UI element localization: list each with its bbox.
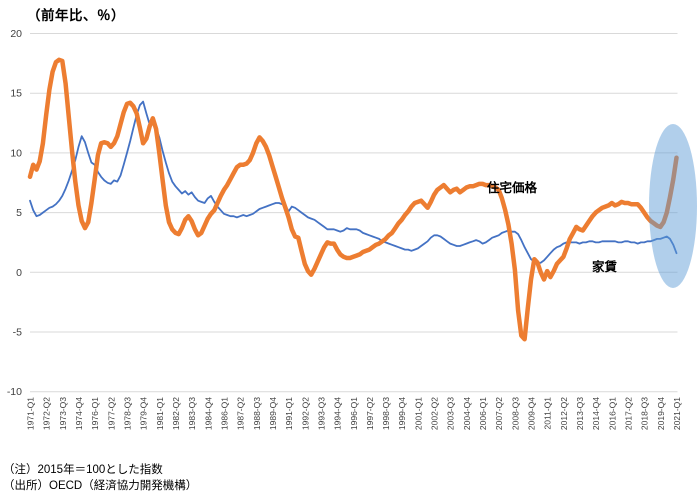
- x-tick-label: 2009-Q4: [527, 397, 537, 430]
- footnote-note: （注）2015年＝100とした指数: [3, 464, 163, 476]
- x-tick-label: 2003-Q3: [446, 397, 456, 430]
- x-tick-label: 1989-Q4: [268, 397, 278, 430]
- house-price-line: [27, 57, 679, 342]
- x-tick-label: 2011-Q1: [543, 397, 553, 430]
- y-tick-label: 15: [10, 88, 22, 100]
- y-tick-label: 0: [16, 267, 22, 279]
- x-tick-label: 2018-Q3: [640, 397, 650, 430]
- x-tick-label: 1994-Q4: [333, 397, 343, 430]
- x-tick-label: 1974-Q4: [74, 397, 84, 430]
- x-tick-label: 2014-Q4: [591, 397, 601, 430]
- x-tick-label: 2006-Q1: [478, 397, 488, 430]
- x-tick-label: 1983-Q3: [187, 397, 197, 430]
- x-tick-label: 1984-Q4: [203, 397, 213, 430]
- x-tick-label: 1982-Q2: [171, 397, 181, 430]
- x-tick-label: 1979-Q4: [139, 397, 149, 430]
- x-tick-label: 1991-Q1: [284, 397, 294, 430]
- x-tick-label: 1987-Q2: [236, 397, 246, 430]
- x-tick-label: 2013-Q3: [575, 397, 585, 430]
- y-tick-label: -10: [7, 386, 22, 398]
- x-tick-label: 1993-Q3: [316, 397, 326, 430]
- x-tick-label: 2004-Q4: [462, 397, 472, 430]
- highlight-ellipse: [649, 124, 697, 288]
- x-tick-label: 2007-Q2: [494, 397, 504, 430]
- x-tick-label: 1988-Q3: [252, 397, 262, 430]
- chart-canvas: 20 15 10 5 0 -5 -10 1971-Q1 1972-Q2 1973-Q3 1974-Q…: [7, 28, 697, 430]
- y-tick-label: 20: [10, 28, 22, 40]
- x-tick-label: 1996-Q1: [349, 397, 359, 430]
- x-tick-label: 1986-Q1: [219, 397, 229, 430]
- x-tick-label: 2019-Q4: [656, 397, 666, 430]
- x-tick-label: 2002-Q2: [430, 397, 440, 430]
- x-tick-label: 2008-Q3: [510, 397, 520, 430]
- x-tick-label: 1999-Q4: [397, 397, 407, 430]
- x-tick-label: 1978-Q3: [123, 397, 133, 430]
- rent-line: [29, 100, 678, 265]
- y-tick-label: 10: [10, 147, 22, 159]
- x-tick-label: 1997-Q2: [365, 397, 375, 430]
- series-label-house-price: 住宅価格: [487, 181, 538, 195]
- footnote-source: （出所）OECD（経済協力開発機構）: [3, 480, 198, 492]
- y-tick-label: 5: [16, 207, 22, 219]
- chart-title: （前年比、％）: [27, 8, 125, 23]
- x-tick-label: 1992-Q2: [300, 397, 310, 430]
- x-tick-label: 1973-Q3: [58, 397, 68, 430]
- x-tick-label: 2001-Q1: [413, 397, 423, 430]
- x-tick-label: 2016-Q1: [607, 397, 617, 430]
- x-tick-label: 1977-Q2: [106, 397, 116, 430]
- y-tick-label: -5: [13, 327, 22, 339]
- x-tick-label: 1981-Q1: [155, 397, 165, 430]
- x-tick-label: 2017-Q2: [624, 397, 634, 430]
- x-tick-label: 1972-Q2: [42, 397, 52, 430]
- series-label-rent: 家賃: [592, 260, 618, 274]
- x-tick-label: 1998-Q3: [381, 397, 391, 430]
- x-tick-label: 2021-Q1: [672, 397, 682, 430]
- x-tick-label: 2012-Q2: [559, 397, 569, 430]
- x-tick-label: 1971-Q1: [26, 397, 36, 430]
- x-tick-label: 1976-Q1: [90, 397, 100, 430]
